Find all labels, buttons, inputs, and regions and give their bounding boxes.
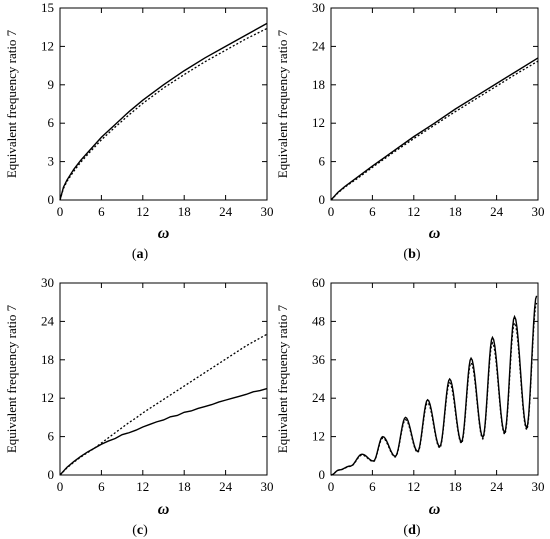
- y-tick-label: 0: [319, 467, 326, 482]
- x-axis-label: ω: [158, 225, 170, 242]
- y-tick-label: 9: [48, 77, 55, 92]
- x-tick-label: 30: [261, 204, 274, 219]
- y-tick-label: 18: [312, 77, 325, 92]
- x-tick-label: 6: [98, 204, 105, 219]
- plot-frame: [330, 7, 539, 201]
- plot-frame: [59, 282, 268, 476]
- y-tick-label: 6: [48, 115, 55, 130]
- x-tick-label: 24: [490, 204, 504, 219]
- x-tick-label: 18: [178, 479, 191, 494]
- x-tick-label: 6: [369, 479, 376, 494]
- x-tick-label: 24: [219, 204, 233, 219]
- x-tick-label: 12: [136, 204, 149, 219]
- x-tick-label: 0: [57, 479, 64, 494]
- plot-frame: [59, 7, 268, 201]
- y-tick-label: 12: [41, 38, 54, 53]
- y-tick-label: 6: [319, 154, 326, 169]
- x-tick-label: 12: [407, 479, 420, 494]
- x-tick-label: 0: [328, 479, 335, 494]
- panel-c: 0 6 12 18 24 30 0 6 12 18 24 30 Equivalent frequency…: [4, 275, 274, 538]
- x-tick-label: 18: [449, 479, 462, 494]
- x-tick-label: 6: [98, 479, 105, 494]
- x-axis-label: ω: [158, 501, 170, 518]
- x-tick-label: 30: [532, 204, 545, 219]
- y-tick-label: 48: [312, 313, 325, 328]
- panel-d: 0 6 12 18 24 30 0 12 24 36 48 60 Equivalent frequenc…: [275, 275, 545, 538]
- y-axis-label: Equivalent frequency ratio 7: [4, 304, 19, 453]
- panel-caption: (b): [403, 247, 420, 262]
- series-dotted-line: [59, 333, 268, 476]
- series-solid-line: [330, 57, 539, 201]
- y-tick-label: 0: [48, 192, 55, 207]
- x-tick-label: 18: [449, 204, 462, 219]
- y-tick-label: 12: [312, 115, 325, 130]
- x-tick-label: 24: [219, 479, 233, 494]
- y-tick-label: 24: [312, 38, 326, 53]
- y-tick-label: 3: [48, 154, 55, 169]
- x-tick-label: 0: [57, 204, 64, 219]
- series-solid-line: [330, 295, 538, 476]
- panel-caption: (c): [132, 523, 148, 538]
- panel-caption: (d): [403, 523, 420, 538]
- y-axis-label: Equivalent frequency ratio 7: [4, 29, 19, 178]
- y-tick-label: 0: [319, 192, 326, 207]
- plot-frame: [330, 282, 539, 476]
- y-tick-label: 24: [41, 313, 55, 328]
- y-axis-label: Equivalent frequency ratio 7: [275, 304, 290, 453]
- series-dotted-line: [59, 27, 268, 201]
- x-tick-label: 12: [136, 479, 149, 494]
- panel-b: 0 6 12 18 24 30 0 6 12 18 24 30 Equivalent frequency…: [275, 0, 545, 262]
- series-solid-line: [59, 387, 268, 476]
- y-axis-label: Equivalent frequency ratio 7: [275, 29, 290, 178]
- y-tick-label: 18: [41, 352, 54, 367]
- y-tick-label: 36: [312, 352, 326, 367]
- x-tick-label: 18: [178, 204, 191, 219]
- x-tick-label: 0: [328, 204, 335, 219]
- y-tick-label: 30: [312, 0, 325, 15]
- x-axis-label: ω: [429, 225, 441, 242]
- panel-a: 0 6 12 18 24 30 0 3 6 9 12 15 Equivalent frequency r…: [4, 0, 274, 262]
- x-tick-label: 12: [407, 204, 420, 219]
- series-dotted-line: [330, 302, 538, 476]
- y-tick-label: 12: [312, 429, 325, 444]
- y-tick-label: 24: [312, 390, 326, 405]
- panel-caption: (a): [132, 247, 149, 262]
- x-tick-label: 30: [532, 479, 545, 494]
- y-tick-label: 6: [48, 429, 55, 444]
- y-tick-label: 30: [41, 275, 54, 290]
- x-tick-label: 6: [369, 204, 376, 219]
- y-tick-label: 60: [312, 275, 325, 290]
- x-axis-label: ω: [429, 501, 441, 518]
- y-tick-label: 12: [41, 390, 54, 405]
- x-tick-label: 24: [490, 479, 504, 494]
- x-tick-label: 30: [261, 479, 274, 494]
- y-tick-label: 15: [41, 0, 54, 15]
- series-solid-line: [59, 22, 268, 201]
- series-dotted-line: [330, 60, 539, 201]
- y-tick-label: 0: [48, 467, 55, 482]
